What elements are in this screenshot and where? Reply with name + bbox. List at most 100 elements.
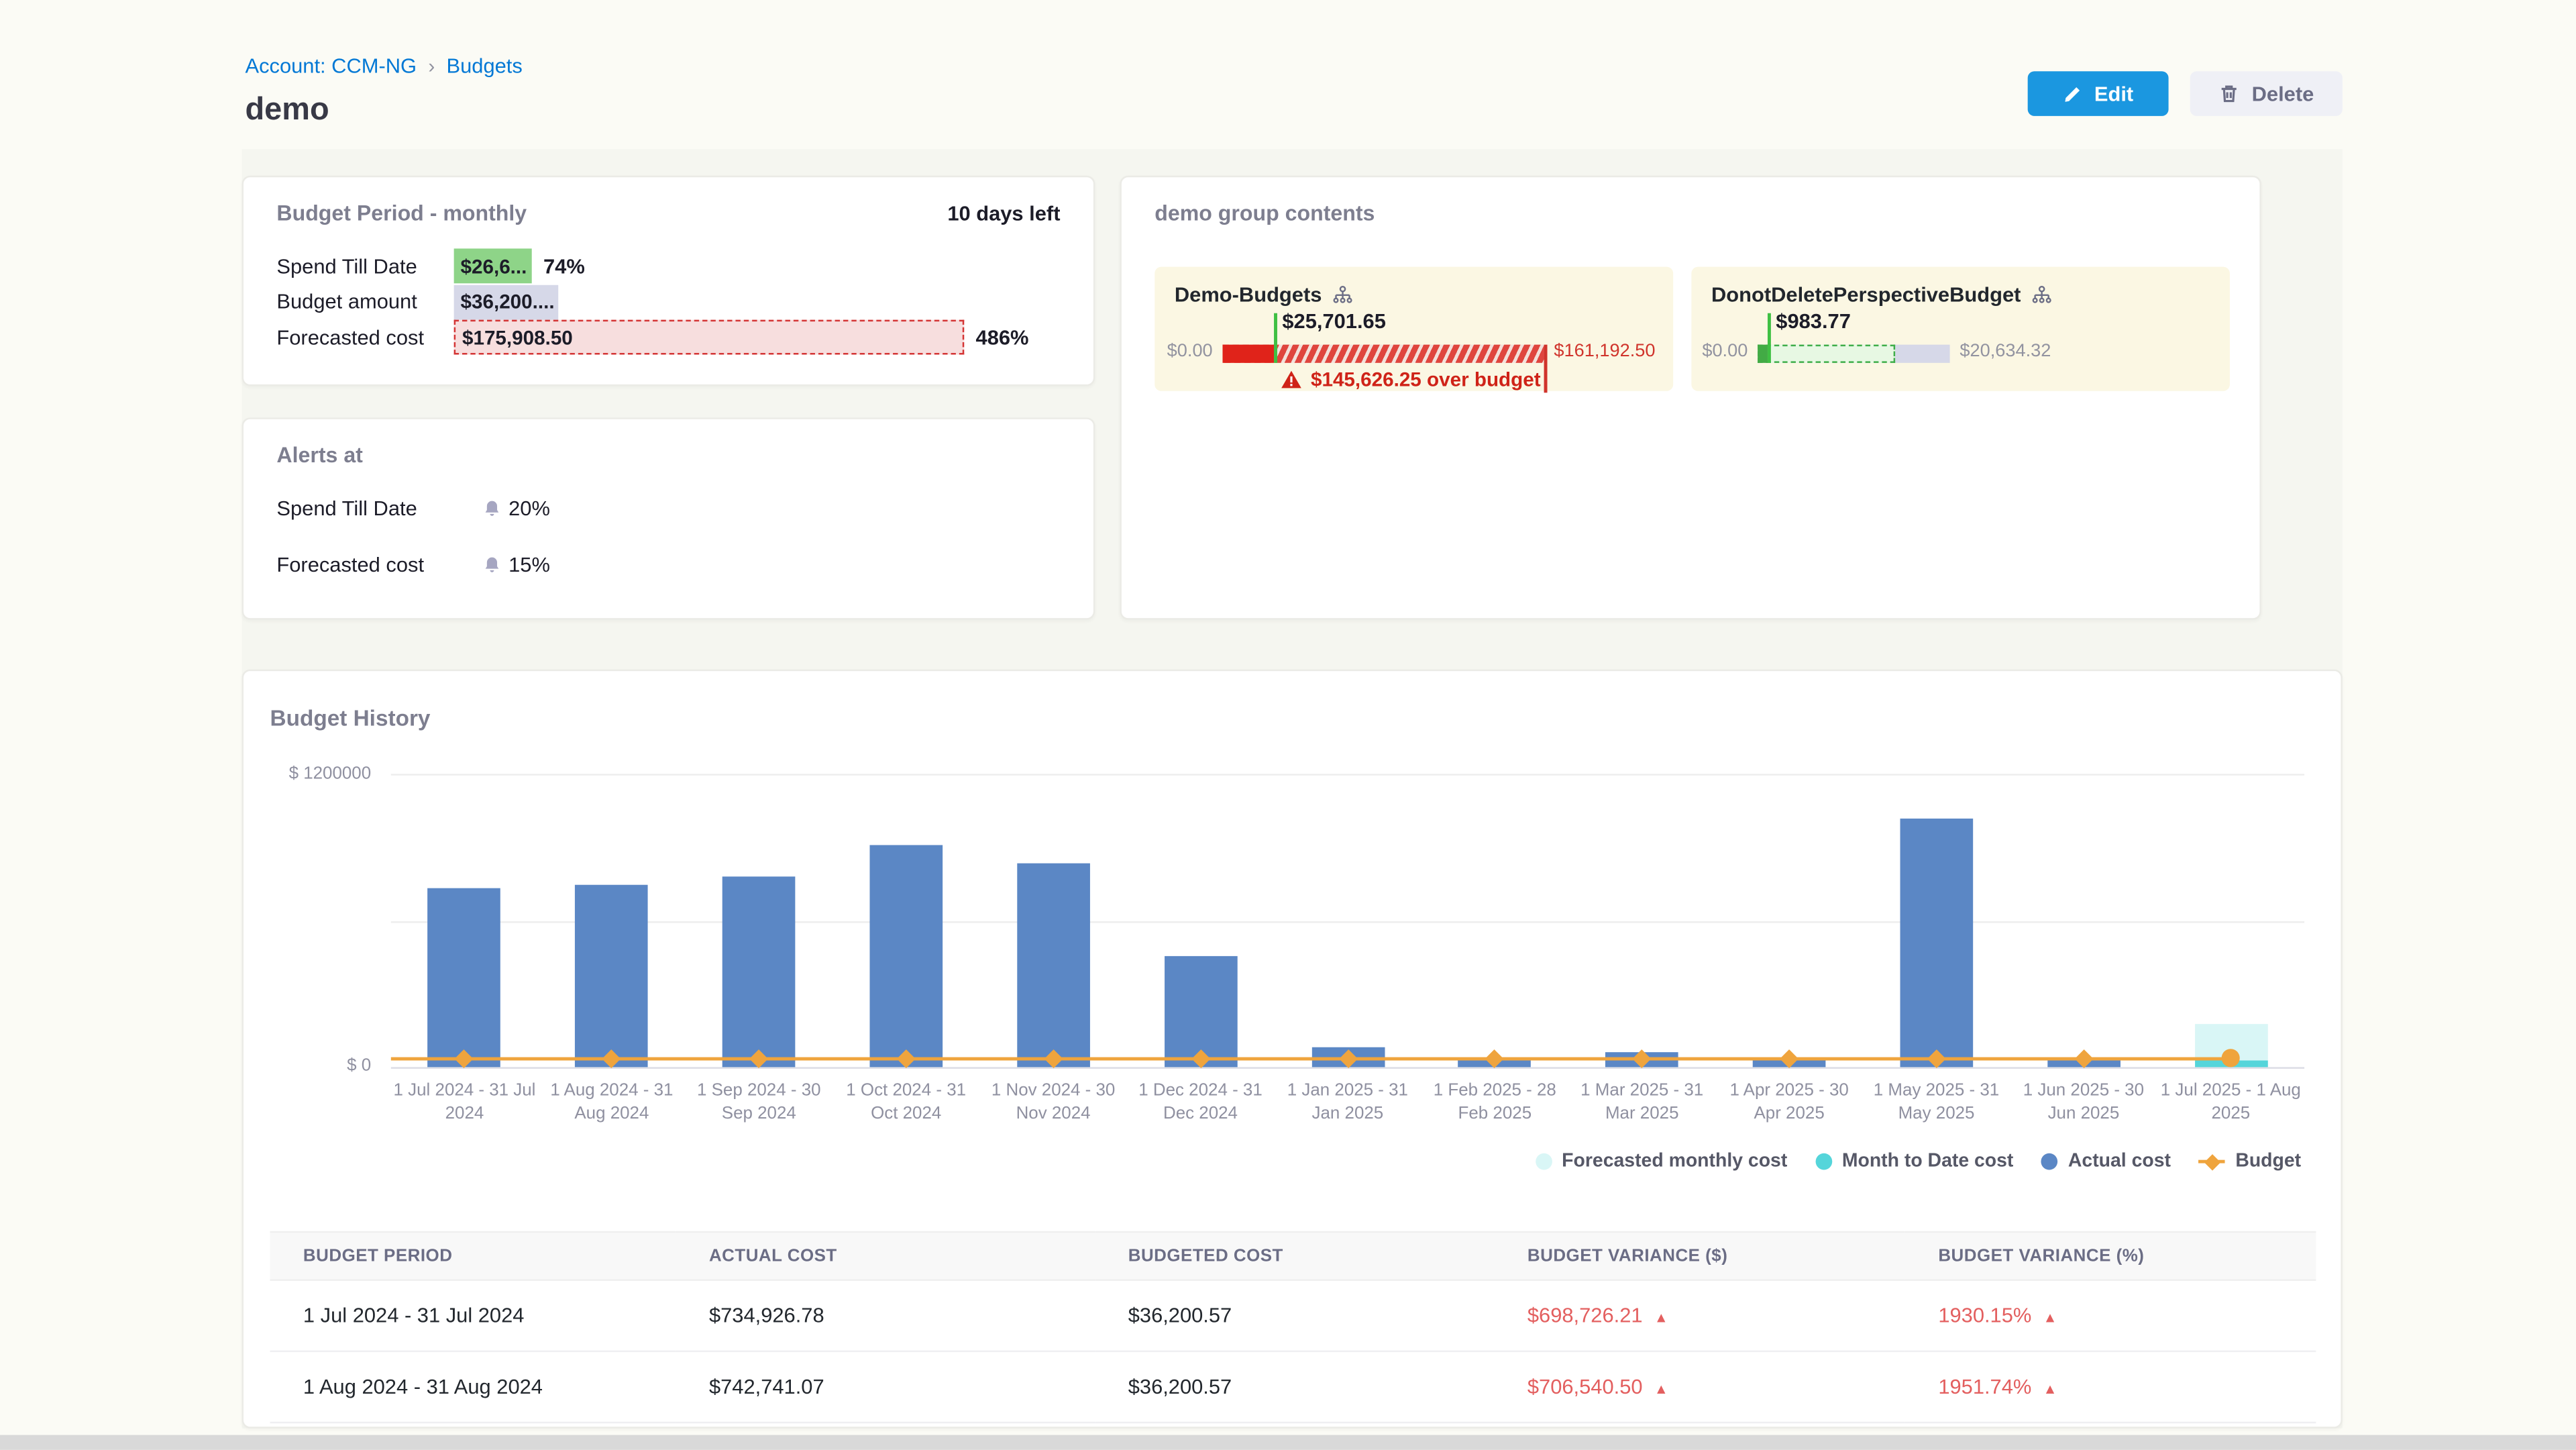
delete-button[interactable]: Delete	[2190, 71, 2343, 116]
actual-spend-segment	[1222, 344, 1275, 363]
actual-spend-marker	[1767, 313, 1771, 363]
legend-dot-icon	[1535, 1153, 1552, 1170]
actual-cost-bar	[869, 845, 943, 1068]
legend-label: Budget	[2235, 1151, 2302, 1172]
x-axis-label: 1 Sep 2024 - 30 Sep 2024	[697, 1080, 821, 1123]
budget-row-label: Budget amount	[276, 290, 417, 314]
breadcrumb-budgets-link[interactable]: Budgets	[446, 54, 523, 79]
group-budget-item[interactable]: DonotDeletePerspectiveBudget $0.00 $20,634…	[1691, 266, 2230, 391]
cell-variance-usd: $706,540.50 ▲	[1494, 1351, 1905, 1424]
cell-actual-cost: $734,926.78	[676, 1280, 1095, 1353]
cell-variance-pct: 1930.15% ▲	[1904, 1280, 2316, 1353]
legend-label: Month to Date cost	[1841, 1151, 2014, 1172]
alerts-card: Alerts at Spend Till Date 20% Forecasted c…	[241, 417, 1095, 620]
budget-row-bar: $26,6...	[453, 249, 532, 284]
legend-item-budget[interactable]: Budget	[2198, 1151, 2302, 1172]
breadcrumb-separator-icon: ›	[428, 54, 435, 79]
x-axis-label: 1 Jan 2025 - 31 Jan 2025	[1287, 1080, 1408, 1123]
overbudget-end-line	[1544, 344, 1547, 393]
budget-history-title: Budget History	[270, 706, 431, 731]
cell-budgeted-cost: $36,200.57	[1095, 1280, 1495, 1353]
breadcrumb-account-link[interactable]: Account: CCM-NG	[245, 54, 417, 79]
table-row: 1 Jul 2024 - 31 Jul 2024 $734,926.78 $36,2…	[270, 1280, 2316, 1353]
alert-threshold: 15%	[482, 553, 550, 577]
page-title: demo	[245, 93, 329, 128]
table-header-row: BUDGET PERIOD ACTUAL COST BUDGETED COST BUD…	[270, 1231, 2316, 1281]
legend-label: Actual cost	[2068, 1151, 2171, 1172]
group-item-name: Demo-Budgets	[1175, 283, 1353, 307]
legend-item-actual-cost[interactable]: Actual cost	[2041, 1151, 2171, 1172]
edit-button[interactable]: Edit	[2027, 71, 2169, 116]
group-item-name-text: Demo-Budgets	[1174, 283, 1322, 307]
budget-row-percent: 74%	[543, 254, 585, 278]
alert-threshold-value: 20%	[508, 497, 550, 521]
budget-row-label: Forecasted cost	[276, 325, 425, 350]
table-body: 1 Jul 2024 - 31 Jul 2024 $734,926.78 $36,2…	[270, 1280, 2316, 1424]
x-axis-label: 1 Nov 2024 - 30 Nov 2024	[991, 1080, 1116, 1123]
warning-icon	[1281, 370, 1303, 390]
budget-period-rows: Spend Till Date $26,6... 74% Budget amount $…	[276, 248, 1067, 356]
alert-threshold: 20%	[482, 497, 550, 521]
legend-item-forecasted-monthly-cost[interactable]: Forecasted monthly cost	[1535, 1151, 1788, 1172]
table-column-header: BUDGET VARIANCE ($)	[1494, 1231, 1905, 1281]
budget-line	[390, 1056, 2231, 1061]
x-axis-label: 1 May 2025 - 31 May 2025	[1873, 1080, 2000, 1123]
hierarchy-icon	[1332, 284, 1353, 306]
table-column-header: ACTUAL COST	[676, 1231, 1095, 1281]
forecast-segment	[1758, 344, 1896, 363]
budget-period-title: Budget Period - monthly	[276, 200, 527, 225]
budget-period-row: Forecasted cost $175,908.50 486%	[276, 320, 1067, 356]
legend-item-month-to-date-cost[interactable]: Month to Date cost	[1815, 1151, 2013, 1172]
actual-cost-bar	[575, 885, 649, 1068]
table-column-header: BUDGET VARIANCE (%)	[1904, 1231, 2316, 1281]
trend-up-icon: ▲	[1654, 1380, 1668, 1397]
table-column-header: BUDGETED COST	[1095, 1231, 1495, 1281]
alert-label: Forecasted cost	[276, 553, 425, 577]
x-axis-label: 1 Jun 2025 - 30 Jun 2025	[2023, 1080, 2145, 1123]
bottom-scroll-strip	[0, 1435, 2576, 1450]
legend-label: Forecasted monthly cost	[1562, 1151, 1788, 1172]
x-axis-label: 1 Jul 2024 - 31 Jul 2024	[393, 1080, 536, 1123]
chart-x-labels: 1 Jul 2024 - 31 Jul 2024 1 Aug 2024 - 31 …	[391, 1080, 2304, 1137]
x-axis-label: 1 Feb 2025 - 28 Feb 2025	[1433, 1080, 1556, 1123]
days-left-label: 10 days left	[947, 201, 1061, 225]
budget-period-card: Budget Period - monthly 10 days left Spe…	[241, 175, 1095, 386]
trash-icon	[2218, 83, 2240, 104]
bar-max-label: $20,634.32	[1960, 341, 2051, 362]
group-item-value: $25,701.65	[1282, 309, 1386, 333]
breadcrumb: Account: CCM-NG › Budgets	[245, 54, 522, 78]
delete-button-label: Delete	[2251, 82, 2314, 105]
group-item-name-text: DonotDeletePerspectiveBudget	[1711, 283, 2021, 307]
group-contents-card: demo group contents Demo-Budgets $0.00 $16…	[1120, 175, 2261, 620]
alert-threshold-value: 15%	[508, 553, 550, 577]
x-axis-label: 1 Aug 2024 - 31 Aug 2024	[550, 1080, 674, 1123]
actual-cost-bar	[1016, 863, 1090, 1068]
chart-plot	[390, 774, 2305, 1069]
actual-cost-bar	[1900, 817, 1973, 1068]
x-axis-label: 1 Oct 2024 - 31 Oct 2024	[846, 1080, 967, 1123]
budget-history-table: BUDGET PERIOD ACTUAL COST BUDGETED COST BUD…	[270, 1231, 2316, 1424]
chart-gridline	[390, 920, 2305, 923]
table-row: 1 Aug 2024 - 31 Aug 2024 $742,741.07 $36,2…	[270, 1351, 2316, 1424]
budget-period-row: Spend Till Date $26,6... 74%	[276, 248, 1067, 284]
budget-usage-bar	[1222, 344, 1544, 363]
cell-variance-pct: 1951.74% ▲	[1904, 1351, 2316, 1424]
x-axis-label: 1 Dec 2024 - 31 Dec 2024	[1138, 1080, 1263, 1123]
cell-variance-usd: $698,726.21 ▲	[1494, 1280, 1905, 1353]
actual-cost-bar	[428, 887, 501, 1068]
bar-min-label: $0.00	[1167, 341, 1213, 362]
group-budget-item[interactable]: Demo-Budgets $0.00 $161,192.50 $25,701.65 $1…	[1155, 266, 1674, 393]
pencil-icon	[2063, 84, 2083, 104]
budget-point-marker-last	[2221, 1049, 2240, 1068]
trend-up-icon: ▲	[2043, 1308, 2057, 1326]
alert-row: Forecasted cost 15%	[276, 554, 1060, 577]
group-item-value: $983.77	[1776, 309, 1851, 333]
alert-label: Spend Till Date	[276, 497, 417, 521]
budget-row-bar: $36,200....	[453, 284, 559, 319]
cell-budget-period: 1 Jul 2024 - 31 Jul 2024	[270, 1280, 676, 1353]
y-axis-max-label: $ 1200000	[288, 764, 372, 784]
bell-icon	[482, 555, 502, 575]
group-contents-title: demo group contents	[1155, 200, 1375, 225]
table-column-header: BUDGET PERIOD	[270, 1231, 676, 1281]
budget-row-label: Spend Till Date	[276, 254, 417, 278]
